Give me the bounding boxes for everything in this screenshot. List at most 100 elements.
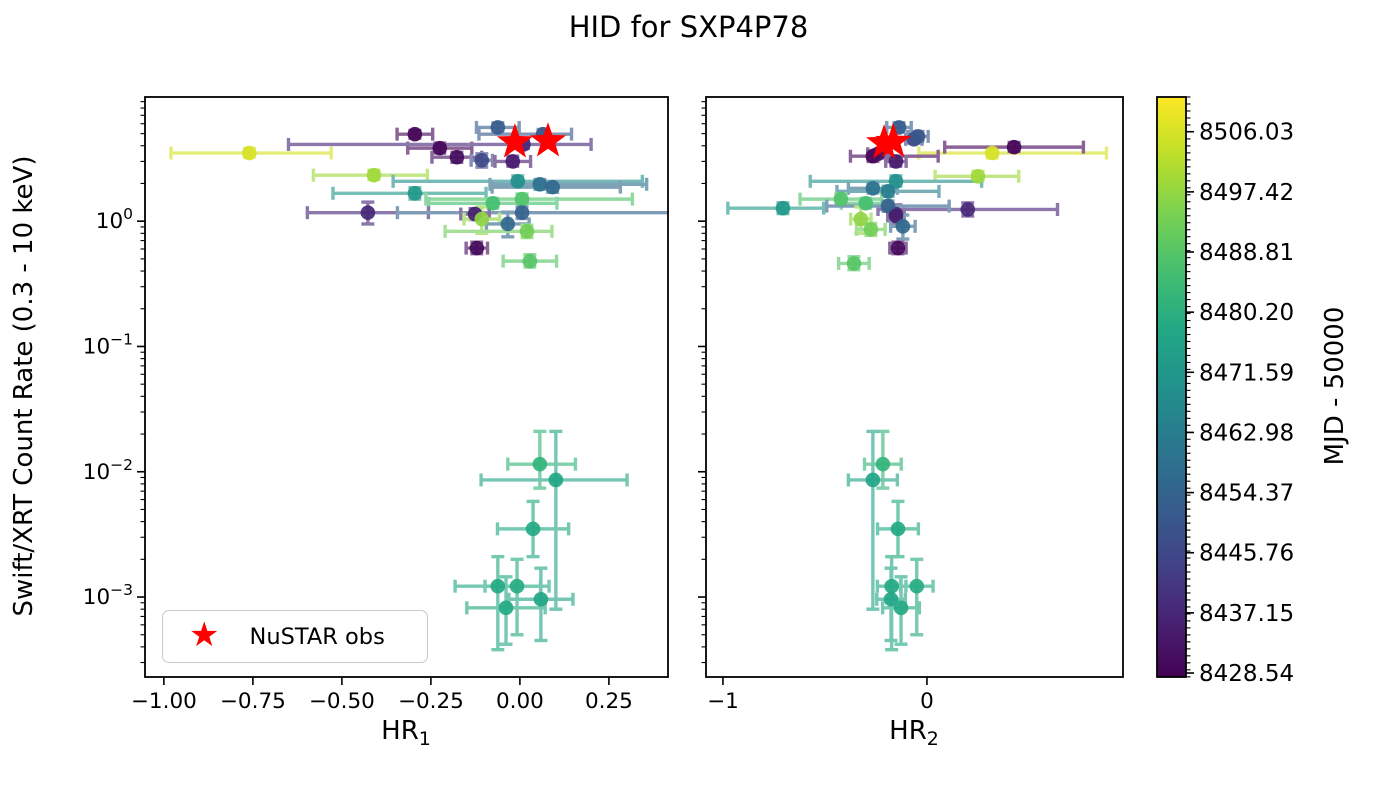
observation-point <box>884 578 899 594</box>
observation-point <box>895 219 911 234</box>
observation-point <box>525 521 541 537</box>
observation-point <box>432 140 448 156</box>
y-tick-label: 10−3 <box>83 581 133 610</box>
observation-point <box>853 211 869 227</box>
observation-point <box>1006 139 1022 155</box>
x-tick-label: 0.00 <box>496 689 544 714</box>
y-tick-label: 10−1 <box>83 330 133 359</box>
x-axis-label-hr1-sub: 1 <box>418 728 431 751</box>
observation-point <box>909 578 925 594</box>
observation-point <box>875 456 891 472</box>
observation-point <box>888 154 904 169</box>
observation-point <box>888 208 904 224</box>
observation-point <box>490 120 506 135</box>
x-tick-label: −0.25 <box>398 689 464 714</box>
observation-point <box>984 145 1000 161</box>
observation-point <box>474 211 490 227</box>
observation-point <box>893 600 909 616</box>
colorbar-tick-label: 8454.37 <box>1199 481 1294 507</box>
observation-point <box>970 169 986 184</box>
observation-point <box>863 222 879 237</box>
panel-hr1: −1.00 −0.75 −0.50 −0.25 0.00 0.25 100 10−1 10−2 1… <box>83 96 669 714</box>
observation-point <box>407 185 423 201</box>
observation-point <box>960 202 976 217</box>
observation-point <box>890 240 906 256</box>
x-axis-label-hr2-base: HR <box>889 716 927 746</box>
legend-label: NuSTAR obs <box>249 623 385 650</box>
observation-point <box>880 198 896 214</box>
colorbar-tick-label: 8437.15 <box>1199 601 1294 627</box>
error-bars <box>726 120 1109 652</box>
nustar-star-icon: ★ <box>189 614 220 655</box>
observation-point <box>533 591 549 607</box>
observation-point <box>407 126 423 142</box>
observation-point <box>548 472 564 488</box>
nustar-stars <box>496 122 567 158</box>
x-axis-label-hr2: HR2 <box>834 716 994 750</box>
observation-point <box>449 149 465 165</box>
colorbar-tick-label: 8506.03 <box>1199 120 1294 146</box>
panel-border <box>705 96 1124 678</box>
x-tick-label: −1 <box>707 689 739 714</box>
observation-point <box>485 195 501 211</box>
x-tick-label: −1.00 <box>131 689 197 714</box>
observation-point <box>519 224 535 239</box>
observation-point <box>532 176 548 192</box>
observation-point <box>858 195 874 211</box>
x-tick-label: −0.50 <box>309 689 375 714</box>
data-points <box>775 120 1022 616</box>
y-tick-label: 100 <box>96 205 133 234</box>
observation-point <box>846 256 862 271</box>
observation-point <box>366 167 382 183</box>
observation-point <box>890 521 906 537</box>
colorbar-tick-label: 8462.98 <box>1199 420 1294 446</box>
observation-point <box>510 174 526 189</box>
panel-hr2: −1 0 <box>698 96 1124 714</box>
y-tick-label: 10−2 <box>83 456 133 485</box>
colorbar: 8506.03 8497.42 8488.81 8480.20 8471.59 8462.… <box>1156 96 1294 687</box>
observation-point <box>833 191 849 207</box>
legend-box: ★ NuSTAR obs <box>162 610 428 663</box>
nustar-obs-star <box>496 123 533 158</box>
observation-point <box>880 184 896 199</box>
observation-point <box>514 191 530 207</box>
chart-title: HID for SXP4P78 <box>568 10 809 44</box>
observation-point <box>888 174 904 189</box>
colorbar-tick-label: 8488.81 <box>1199 240 1294 266</box>
observation-point <box>509 578 525 594</box>
nustar-obs-star <box>529 122 567 157</box>
x-axis-label-hr1-base: HR <box>381 716 419 746</box>
x-tick-label: 0.25 <box>585 689 633 714</box>
x-axis-label-hr1: HR1 <box>326 716 486 750</box>
observation-point <box>469 240 485 256</box>
observation-point <box>242 145 257 161</box>
nustar-obs-star <box>875 122 912 158</box>
observation-point <box>505 154 521 169</box>
nustar-stars <box>866 122 912 159</box>
y-axis-label: Swift/XRT Count Rate (0.3 - 10 keV) <box>9 155 39 617</box>
observation-point <box>500 216 516 232</box>
observation-point <box>360 205 376 220</box>
error-bars <box>169 120 668 652</box>
colorbar-tick-label: 8471.59 <box>1199 360 1294 386</box>
observation-point <box>522 253 538 269</box>
observation-point <box>514 205 530 220</box>
colorbar-tick-label: 8480.20 <box>1199 300 1294 326</box>
colorbar-tick-label: 8497.42 <box>1199 180 1294 206</box>
colorbar-tick-label: 8445.76 <box>1199 541 1294 567</box>
colorbar-label: MJD - 50000 <box>1320 306 1350 466</box>
colorbar-border <box>1156 96 1187 678</box>
observation-point <box>775 200 791 216</box>
colorbar-tick-label: 8428.54 <box>1199 661 1294 687</box>
observation-point <box>883 591 899 607</box>
data-points <box>242 120 564 616</box>
x-tick-label: 0 <box>920 689 934 714</box>
x-tick-label: −0.75 <box>220 689 286 714</box>
panel-border <box>144 96 669 678</box>
observation-point <box>474 153 490 168</box>
observation-point <box>910 129 926 144</box>
observation-point <box>865 472 881 488</box>
observation-point <box>532 456 548 472</box>
